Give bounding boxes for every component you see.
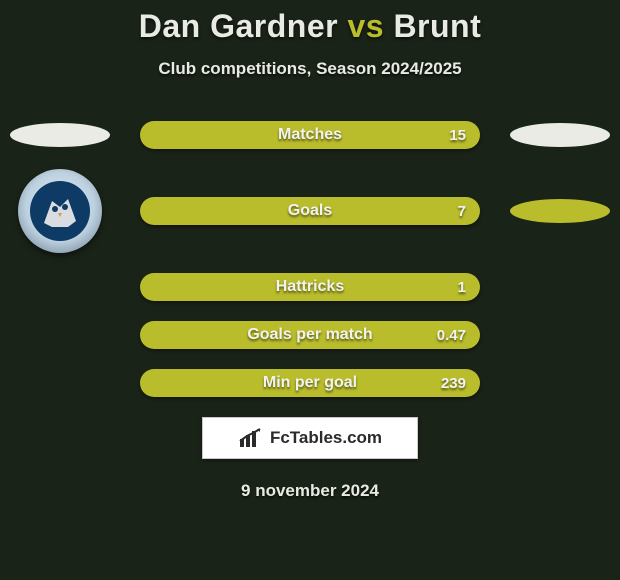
- club-badge-icon: [18, 169, 102, 253]
- stat-pill: Matches 15: [140, 121, 480, 149]
- subtitle: Club competitions, Season 2024/2025: [0, 59, 620, 79]
- placeholder-ellipse-icon: [510, 199, 610, 223]
- stat-value: 7: [458, 203, 466, 220]
- comparison-card: Dan Gardner vs Brunt Club competitions, …: [0, 0, 620, 580]
- placeholder-ellipse-icon: [510, 123, 610, 147]
- right-slot: [510, 199, 610, 223]
- stat-row: Matches 15: [0, 121, 620, 149]
- badge-inner: [30, 181, 90, 241]
- stat-pill: Goals per match 0.47: [140, 321, 480, 349]
- brand-text: FcTables.com: [270, 428, 382, 448]
- stat-value: 15: [449, 127, 466, 144]
- page-title: Dan Gardner vs Brunt: [0, 8, 620, 45]
- stat-row: Goals 7: [0, 169, 620, 253]
- owl-icon: [38, 193, 82, 229]
- title-player-left: Dan Gardner: [139, 8, 338, 44]
- placeholder-ellipse-icon: [10, 123, 110, 147]
- stat-row: Goals per match 0.47: [0, 321, 620, 349]
- stat-pill: Hattricks 1: [140, 273, 480, 301]
- stat-row: Min per goal 239: [0, 369, 620, 397]
- stat-label: Hattricks: [140, 278, 480, 296]
- stat-value: 1: [458, 279, 466, 296]
- stat-value: 0.47: [437, 327, 466, 344]
- footer-date: 9 november 2024: [0, 481, 620, 501]
- stat-label: Min per goal: [140, 374, 480, 392]
- stat-value: 239: [441, 375, 466, 392]
- title-separator: vs: [347, 8, 384, 44]
- brand-attribution: FcTables.com: [202, 417, 418, 459]
- left-slot: [10, 123, 110, 147]
- right-slot: [510, 123, 610, 147]
- stat-pill: Goals 7: [140, 197, 480, 225]
- stats-list: Matches 15: [0, 121, 620, 397]
- stat-row: Hattricks 1: [0, 273, 620, 301]
- left-slot: [10, 169, 110, 253]
- stat-label: Goals per match: [140, 326, 480, 344]
- stat-label: Goals: [140, 202, 480, 220]
- stat-pill: Min per goal 239: [140, 369, 480, 397]
- bar-chart-icon: [238, 427, 264, 449]
- stat-label: Matches: [140, 126, 480, 144]
- title-player-right: Brunt: [393, 8, 481, 44]
